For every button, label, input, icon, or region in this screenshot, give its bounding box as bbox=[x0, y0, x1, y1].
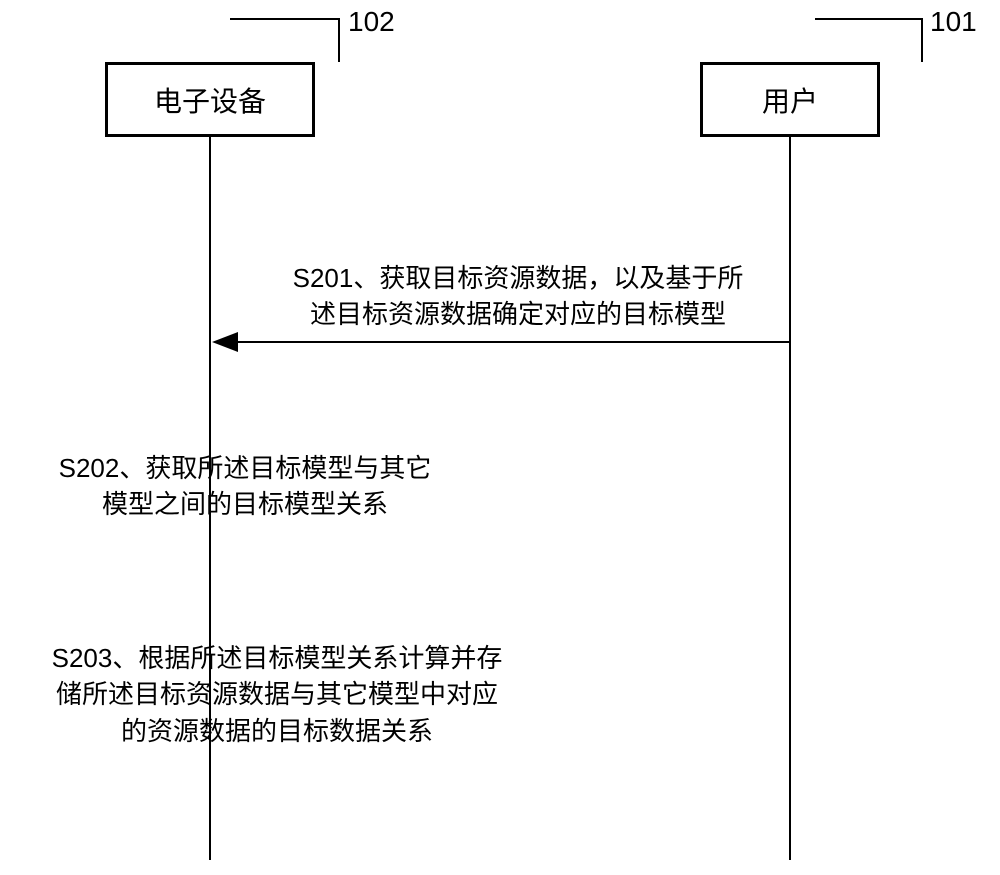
ref-102: 102 bbox=[348, 6, 395, 38]
ref-101: 101 bbox=[930, 6, 977, 38]
lifeline-user bbox=[789, 137, 791, 860]
msg-s202-line2: 模型之间的目标模型关系 bbox=[30, 486, 460, 522]
msg-s203-line3: 的资源数据的目标数据关系 bbox=[22, 713, 532, 749]
arrow-s201-line bbox=[235, 341, 790, 343]
actor-box-user: 用户 bbox=[700, 62, 880, 137]
actor-label-user: 用户 bbox=[762, 80, 818, 120]
actor-label-device: 电子设备 bbox=[154, 80, 266, 120]
msg-s202: S202、获取所述目标模型与其它 模型之间的目标模型关系 bbox=[30, 450, 460, 523]
actor-box-device: 电子设备 bbox=[105, 62, 315, 137]
msg-s203-line2: 储所述目标资源数据与其它模型中对应 bbox=[22, 676, 532, 712]
msg-s203: S203、根据所述目标模型关系计算并存 储所述目标资源数据与其它模型中对应 的资… bbox=[22, 640, 532, 749]
msg-s201-line2: 述目标资源数据确定对应的目标模型 bbox=[258, 296, 778, 332]
msg-s203-line1: S203、根据所述目标模型关系计算并存 bbox=[22, 640, 532, 676]
lead-line-user bbox=[815, 18, 923, 62]
arrow-s201-head bbox=[212, 332, 238, 352]
msg-s201: S201、获取目标资源数据，以及基于所 述目标资源数据确定对应的目标模型 bbox=[258, 260, 778, 333]
msg-s201-line1: S201、获取目标资源数据，以及基于所 bbox=[258, 260, 778, 296]
msg-s202-line1: S202、获取所述目标模型与其它 bbox=[30, 450, 460, 486]
lead-line-device bbox=[230, 18, 340, 62]
